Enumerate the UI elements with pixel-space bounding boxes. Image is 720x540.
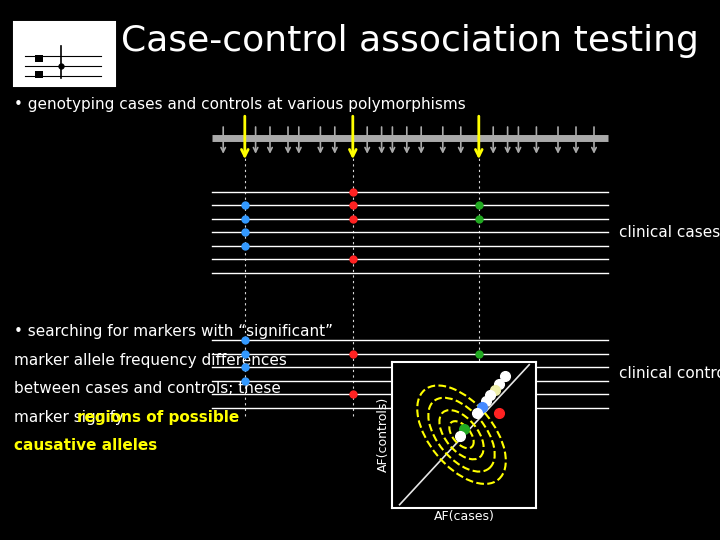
- Text: regions of possible: regions of possible: [77, 410, 239, 425]
- Bar: [14, 22, 115, 86]
- Bar: [35, 55, 43, 62]
- Text: marker allele frequency differences: marker allele frequency differences: [14, 353, 287, 368]
- Text: causative alleles: causative alleles: [14, 438, 158, 454]
- Text: • searching for markers with “significant”: • searching for markers with “significan…: [14, 324, 333, 339]
- Y-axis label: AF(controls): AF(controls): [377, 397, 390, 472]
- Text: clinical controls: clinical controls: [619, 367, 720, 381]
- Text: between cases and controls; these: between cases and controls; these: [14, 381, 282, 396]
- Text: • genotyping cases and controls at various polymorphisms: • genotyping cases and controls at vario…: [14, 97, 466, 112]
- Text: marker signify: marker signify: [14, 410, 129, 425]
- X-axis label: AF(cases): AF(cases): [434, 510, 495, 523]
- Text: clinical cases: clinical cases: [619, 225, 720, 240]
- Bar: [35, 71, 43, 78]
- Text: Case-control association testing: Case-control association testing: [122, 24, 699, 58]
